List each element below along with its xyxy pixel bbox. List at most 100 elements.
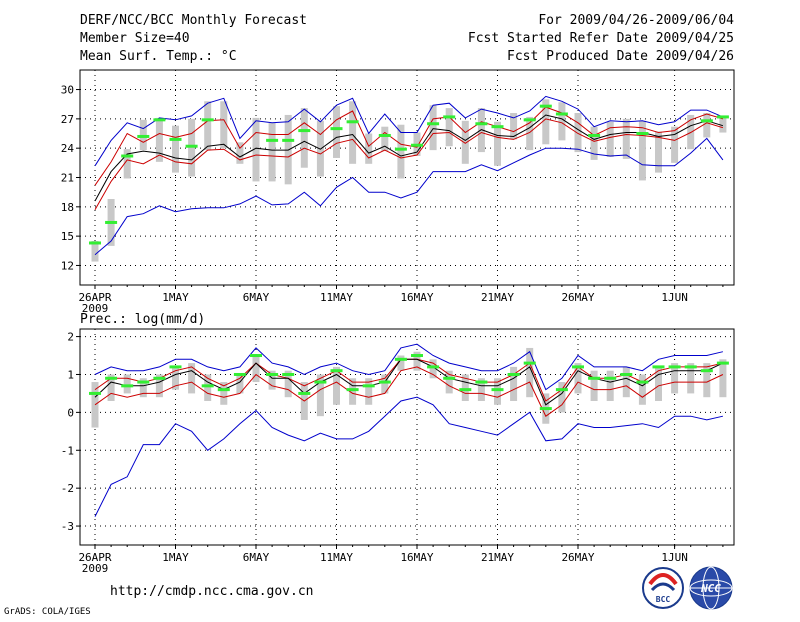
y-tick-label: 30 — [61, 84, 74, 97]
member-size: Member Size=40 — [80, 31, 190, 46]
ensemble-bar — [526, 116, 534, 151]
source-url[interactable]: http://cmdp.ncc.cma.gov.cn — [110, 584, 314, 599]
member-marker — [475, 380, 488, 384]
ensemble-bar — [139, 378, 147, 398]
produced-date: Fcst Produced Date 2009/04/26 — [507, 49, 734, 64]
series-line-mean — [94, 114, 724, 202]
x-tick-label: 26MAY — [561, 291, 594, 304]
member-marker — [105, 220, 118, 224]
ensemble-bar — [703, 363, 711, 398]
member-marker — [121, 384, 134, 388]
series-line-lower — [94, 366, 724, 417]
series-line-max — [94, 343, 724, 391]
ensemble-bar — [268, 370, 276, 390]
ensemble-bar — [510, 113, 518, 140]
series-line-max — [94, 95, 724, 167]
y-tick-label: -3 — [61, 520, 74, 533]
ensemble-bar — [703, 113, 711, 138]
member-marker — [378, 133, 391, 137]
member-marker — [394, 357, 407, 361]
ensemble-bar — [220, 382, 228, 405]
member-marker — [250, 354, 262, 358]
ensemble-bar — [510, 366, 518, 401]
member-marker — [555, 388, 568, 392]
y-tick-label: 12 — [61, 259, 74, 272]
ensemble-bar — [461, 120, 469, 164]
ensemble-bar — [204, 374, 212, 401]
ensemble-bar — [381, 126, 389, 152]
member-marker — [700, 119, 713, 123]
member-marker — [636, 132, 649, 136]
ensemble-bar — [413, 351, 421, 371]
y-tick-label: -1 — [61, 444, 74, 457]
ensemble-bar — [638, 374, 646, 405]
member-marker — [443, 376, 456, 380]
ncc-logo: NCC — [689, 566, 733, 610]
precip-title: Prec.: log(mm/d) — [80, 312, 205, 327]
ensemble-bar — [188, 363, 196, 394]
ensemble-bar — [477, 378, 485, 401]
member-marker — [459, 388, 472, 392]
ensemble-bar — [300, 108, 308, 168]
ensemble-bar — [316, 374, 324, 417]
y-tick-label: 2 — [67, 331, 74, 344]
y-tick-label: 24 — [61, 142, 75, 155]
member-marker — [604, 376, 617, 380]
ensemble-bar — [671, 363, 679, 394]
member-marker — [282, 138, 295, 142]
x-tick-label: 1MAY — [162, 291, 189, 304]
grads-credit: GrADS: COLA/IGES — [4, 607, 91, 617]
ensemble-bar — [606, 370, 614, 401]
ensemble-bar — [236, 374, 244, 394]
member-marker — [572, 365, 584, 369]
member-marker — [684, 365, 697, 369]
member-marker — [620, 372, 633, 376]
ensemble-bar — [284, 370, 292, 398]
member-marker — [266, 138, 279, 142]
x-tick-year: 2009 — [82, 562, 109, 575]
y-tick-label: 1 — [67, 368, 74, 381]
y-tick-label: 18 — [61, 201, 74, 214]
member-marker — [507, 372, 520, 376]
ensemble-bar — [655, 131, 662, 173]
member-marker — [201, 384, 214, 388]
member-marker — [411, 143, 423, 147]
member-marker — [153, 118, 166, 122]
series-line-mean — [94, 358, 724, 406]
ensemble-bar — [155, 117, 163, 162]
member-marker — [523, 118, 536, 122]
member-marker — [217, 388, 230, 392]
member-marker — [169, 137, 182, 141]
ensemble-bar — [349, 101, 357, 164]
ensemble-bar — [252, 117, 260, 182]
bcc-logo: BCC — [642, 567, 684, 609]
ensemble-bar — [542, 99, 550, 145]
ensemble-bar — [622, 118, 630, 159]
series-line-upper — [94, 106, 724, 186]
member-marker — [298, 129, 311, 133]
bcc-logo-text: BCC — [656, 595, 671, 604]
ensemble-bar — [252, 355, 260, 383]
member-marker — [153, 376, 166, 380]
ncc-logo-text: NCC — [700, 582, 721, 595]
member-marker — [394, 147, 407, 151]
ensemble-bar — [590, 126, 598, 160]
member-marker — [700, 369, 713, 373]
member-marker — [89, 391, 101, 395]
ensemble-bar — [719, 359, 727, 398]
ensemble-bar — [123, 374, 131, 394]
member-marker — [475, 122, 488, 126]
x-tick-year: 2009 — [82, 302, 109, 315]
ensemble-bar — [526, 347, 534, 398]
member-marker — [346, 388, 359, 392]
member-marker — [233, 372, 246, 376]
y-tick-label: 27 — [61, 113, 74, 126]
member-marker — [427, 365, 440, 369]
x-tick-label: 1JUN — [661, 291, 688, 304]
member-marker — [346, 120, 359, 124]
member-marker — [105, 376, 118, 380]
member-marker — [411, 354, 423, 358]
x-tick-label: 6MAY — [243, 551, 270, 564]
